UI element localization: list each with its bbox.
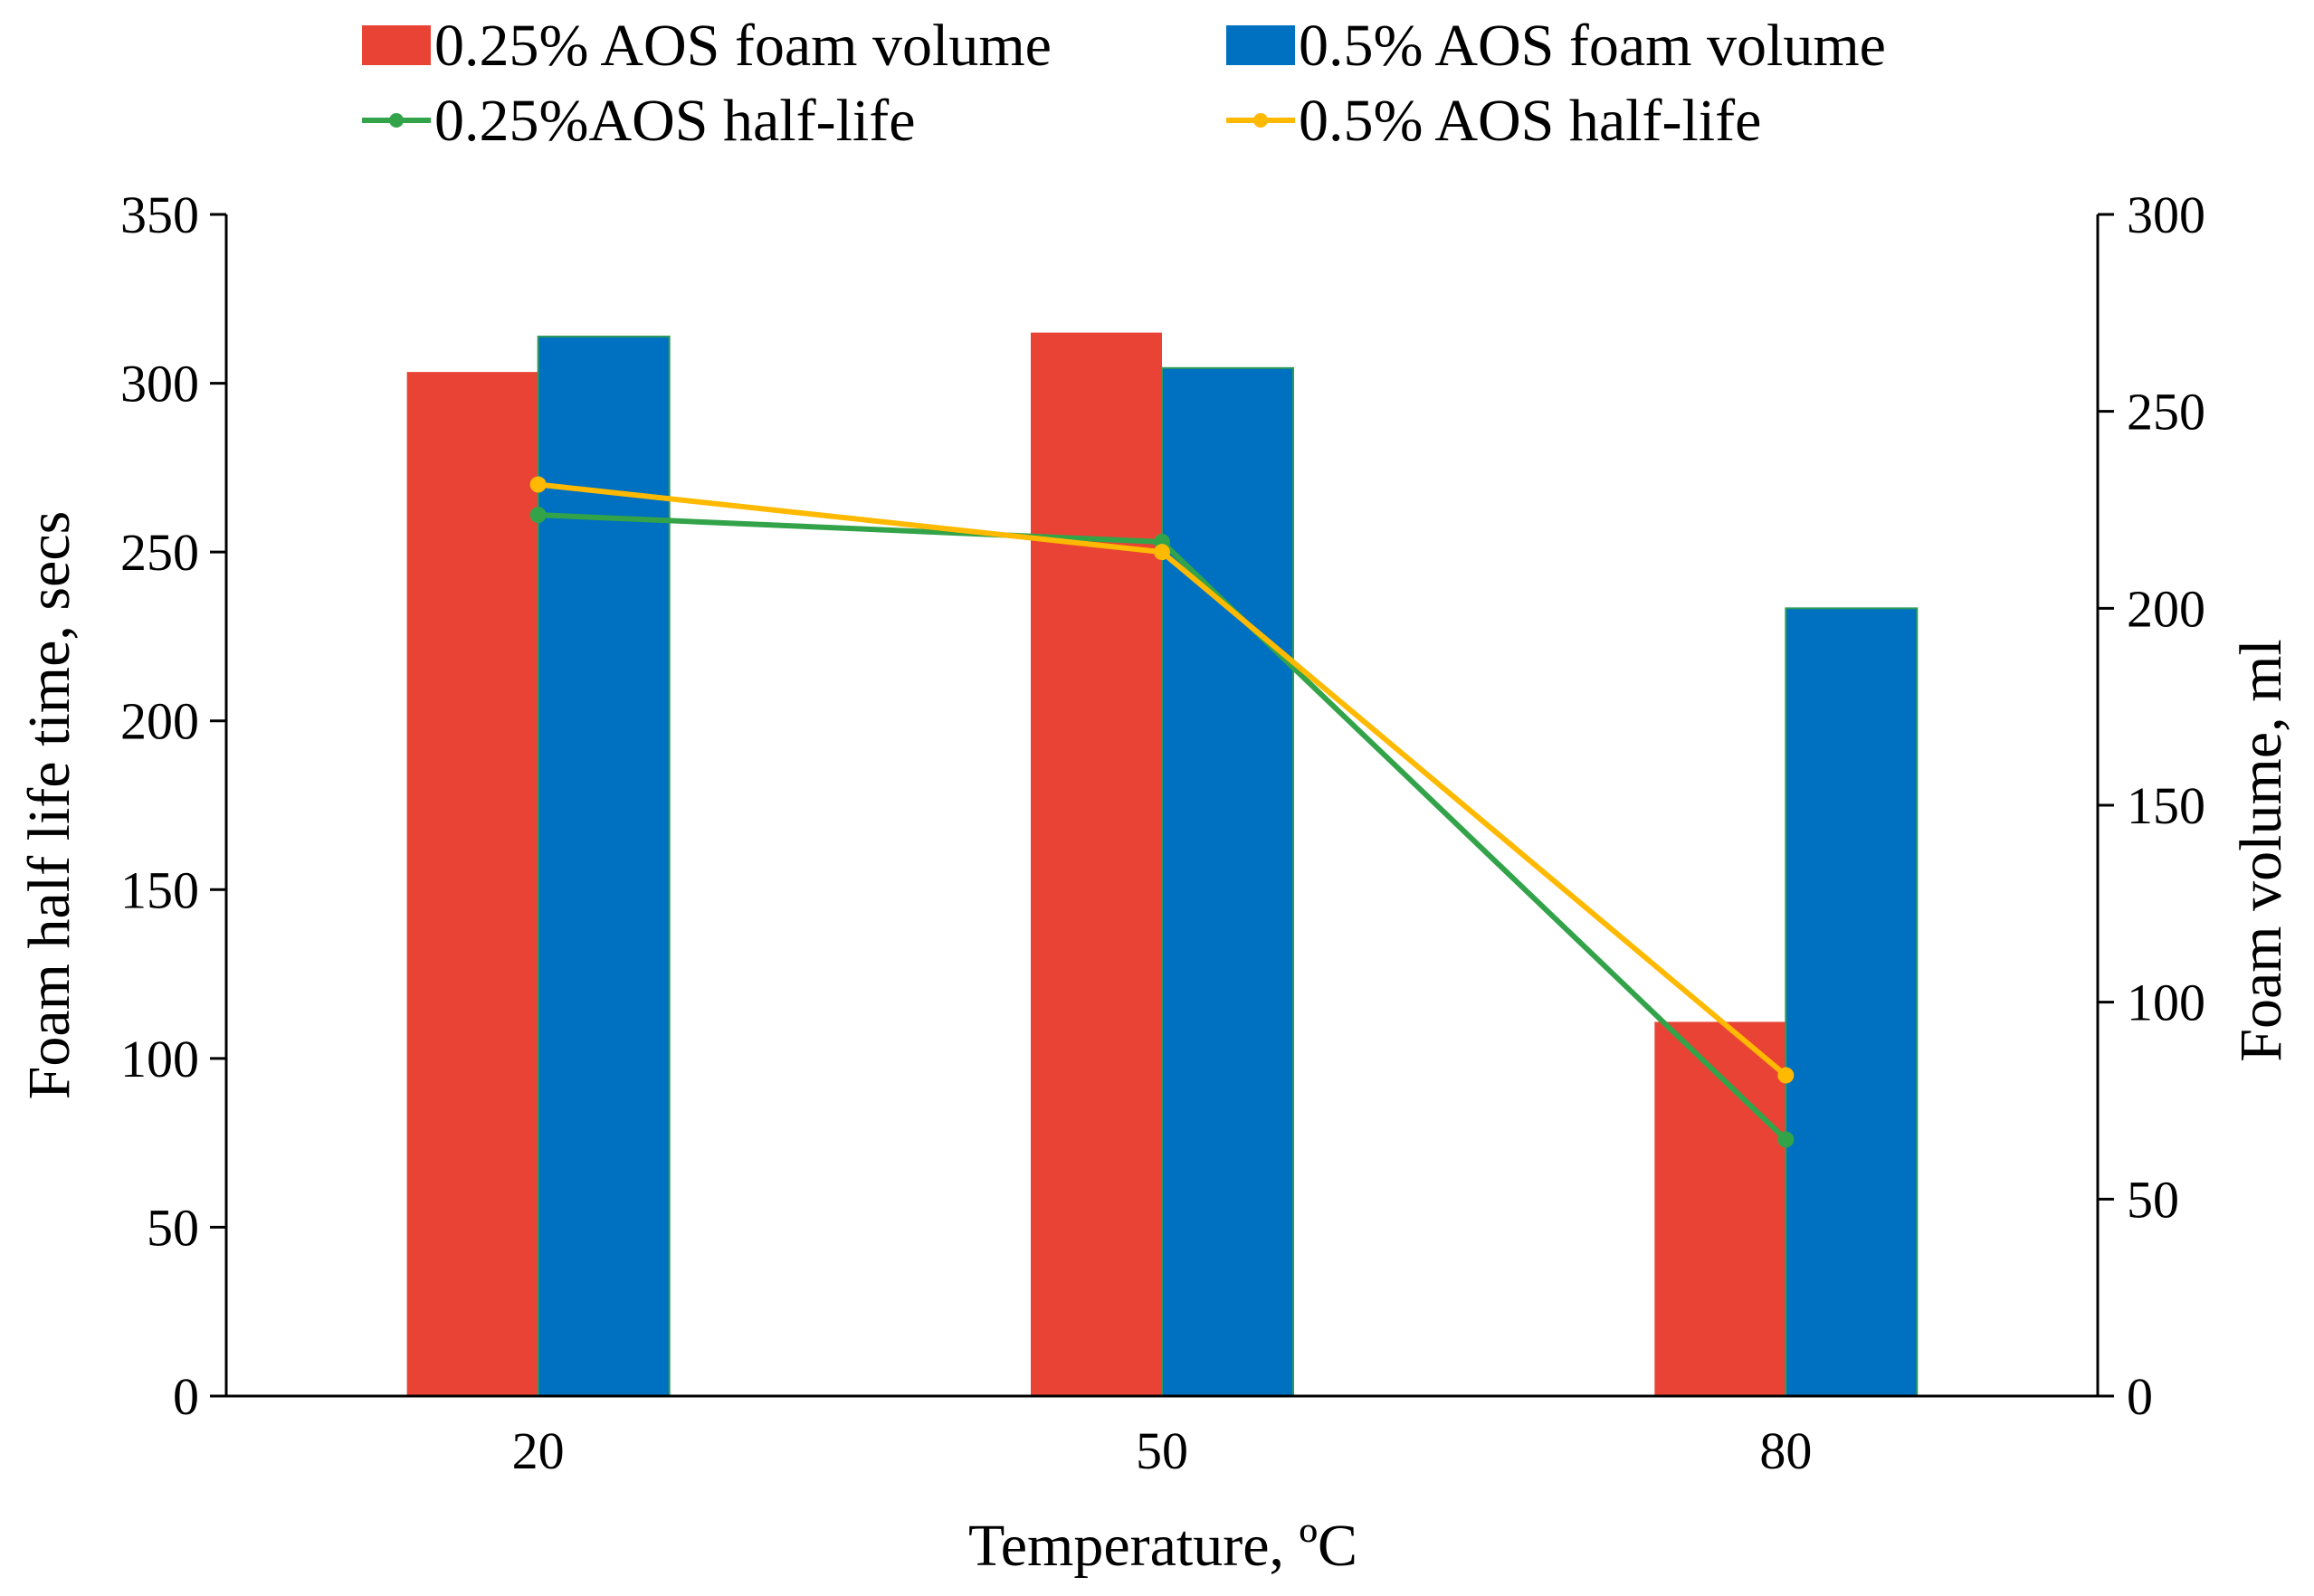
y-axis-title: Foam half life time, secs <box>16 511 82 1100</box>
lines <box>529 476 1795 1148</box>
bar-series-1-20 <box>406 372 538 1397</box>
bars <box>406 332 1919 1397</box>
y-tick-label: 300 <box>120 355 199 413</box>
bar-series-1-50 <box>1031 332 1162 1397</box>
line-point-series-1-20 <box>529 507 547 524</box>
line-point-series-2-50 <box>1154 544 1170 561</box>
y2-tick-label: 150 <box>2127 776 2205 835</box>
bar-series-1-80 <box>1654 1021 1786 1396</box>
legend-label: 0.5% AOS half-life <box>1299 88 1761 154</box>
y2-tick-label: 200 <box>2127 579 2205 638</box>
y-tick-label: 200 <box>120 692 199 751</box>
y2-tick-label: 50 <box>2127 1170 2179 1229</box>
legend: 0.25% AOS foam volume 0.5% AOS foam volum… <box>362 13 1886 154</box>
legend-marker <box>1253 113 1268 128</box>
y-tick-label: 350 <box>120 185 199 244</box>
y-tick-label: 100 <box>120 1030 199 1088</box>
x-tick-label: 20 <box>512 1421 565 1480</box>
legend-label: 0.5% AOS foam volume <box>1299 13 1886 79</box>
ticks: 0 50 100 150 200 250 300 350 0 50 100 150 200 250 300 2… <box>120 185 2205 1480</box>
line-point-series-2-20 <box>529 476 547 493</box>
x-tick-label: 50 <box>1136 1421 1188 1480</box>
bar-series-2-80 <box>1785 607 1919 1397</box>
y-tick-label: 250 <box>120 523 199 582</box>
legend-marker <box>389 113 404 128</box>
bar-series-2-50 <box>1161 366 1294 1397</box>
legend-label: 0.25%AOS half-life <box>434 88 916 154</box>
legend-swatch <box>1226 25 1295 65</box>
y2-tick-label: 100 <box>2127 974 2205 1032</box>
legend-swatch <box>362 25 431 65</box>
legend-label: 0.25% AOS foam volume <box>434 13 1052 79</box>
y2-tick-label: 300 <box>2127 185 2205 244</box>
y2-tick-label: 250 <box>2127 383 2205 442</box>
y-tick-label: 0 <box>173 1367 199 1426</box>
y2-axis-title: Foam volume, ml <box>2228 639 2294 1061</box>
y-tick-label: 50 <box>147 1198 199 1257</box>
y-tick-label: 150 <box>120 860 199 919</box>
line-point-series-2-80 <box>1777 1067 1795 1084</box>
bar-series-2-20 <box>537 335 671 1397</box>
y2-tick-label: 0 <box>2127 1367 2153 1426</box>
x-axis-title: Temperature, ºC <box>968 1513 1357 1579</box>
x-tick-label: 80 <box>1759 1421 1812 1480</box>
line-point-series-1-80 <box>1777 1131 1795 1148</box>
